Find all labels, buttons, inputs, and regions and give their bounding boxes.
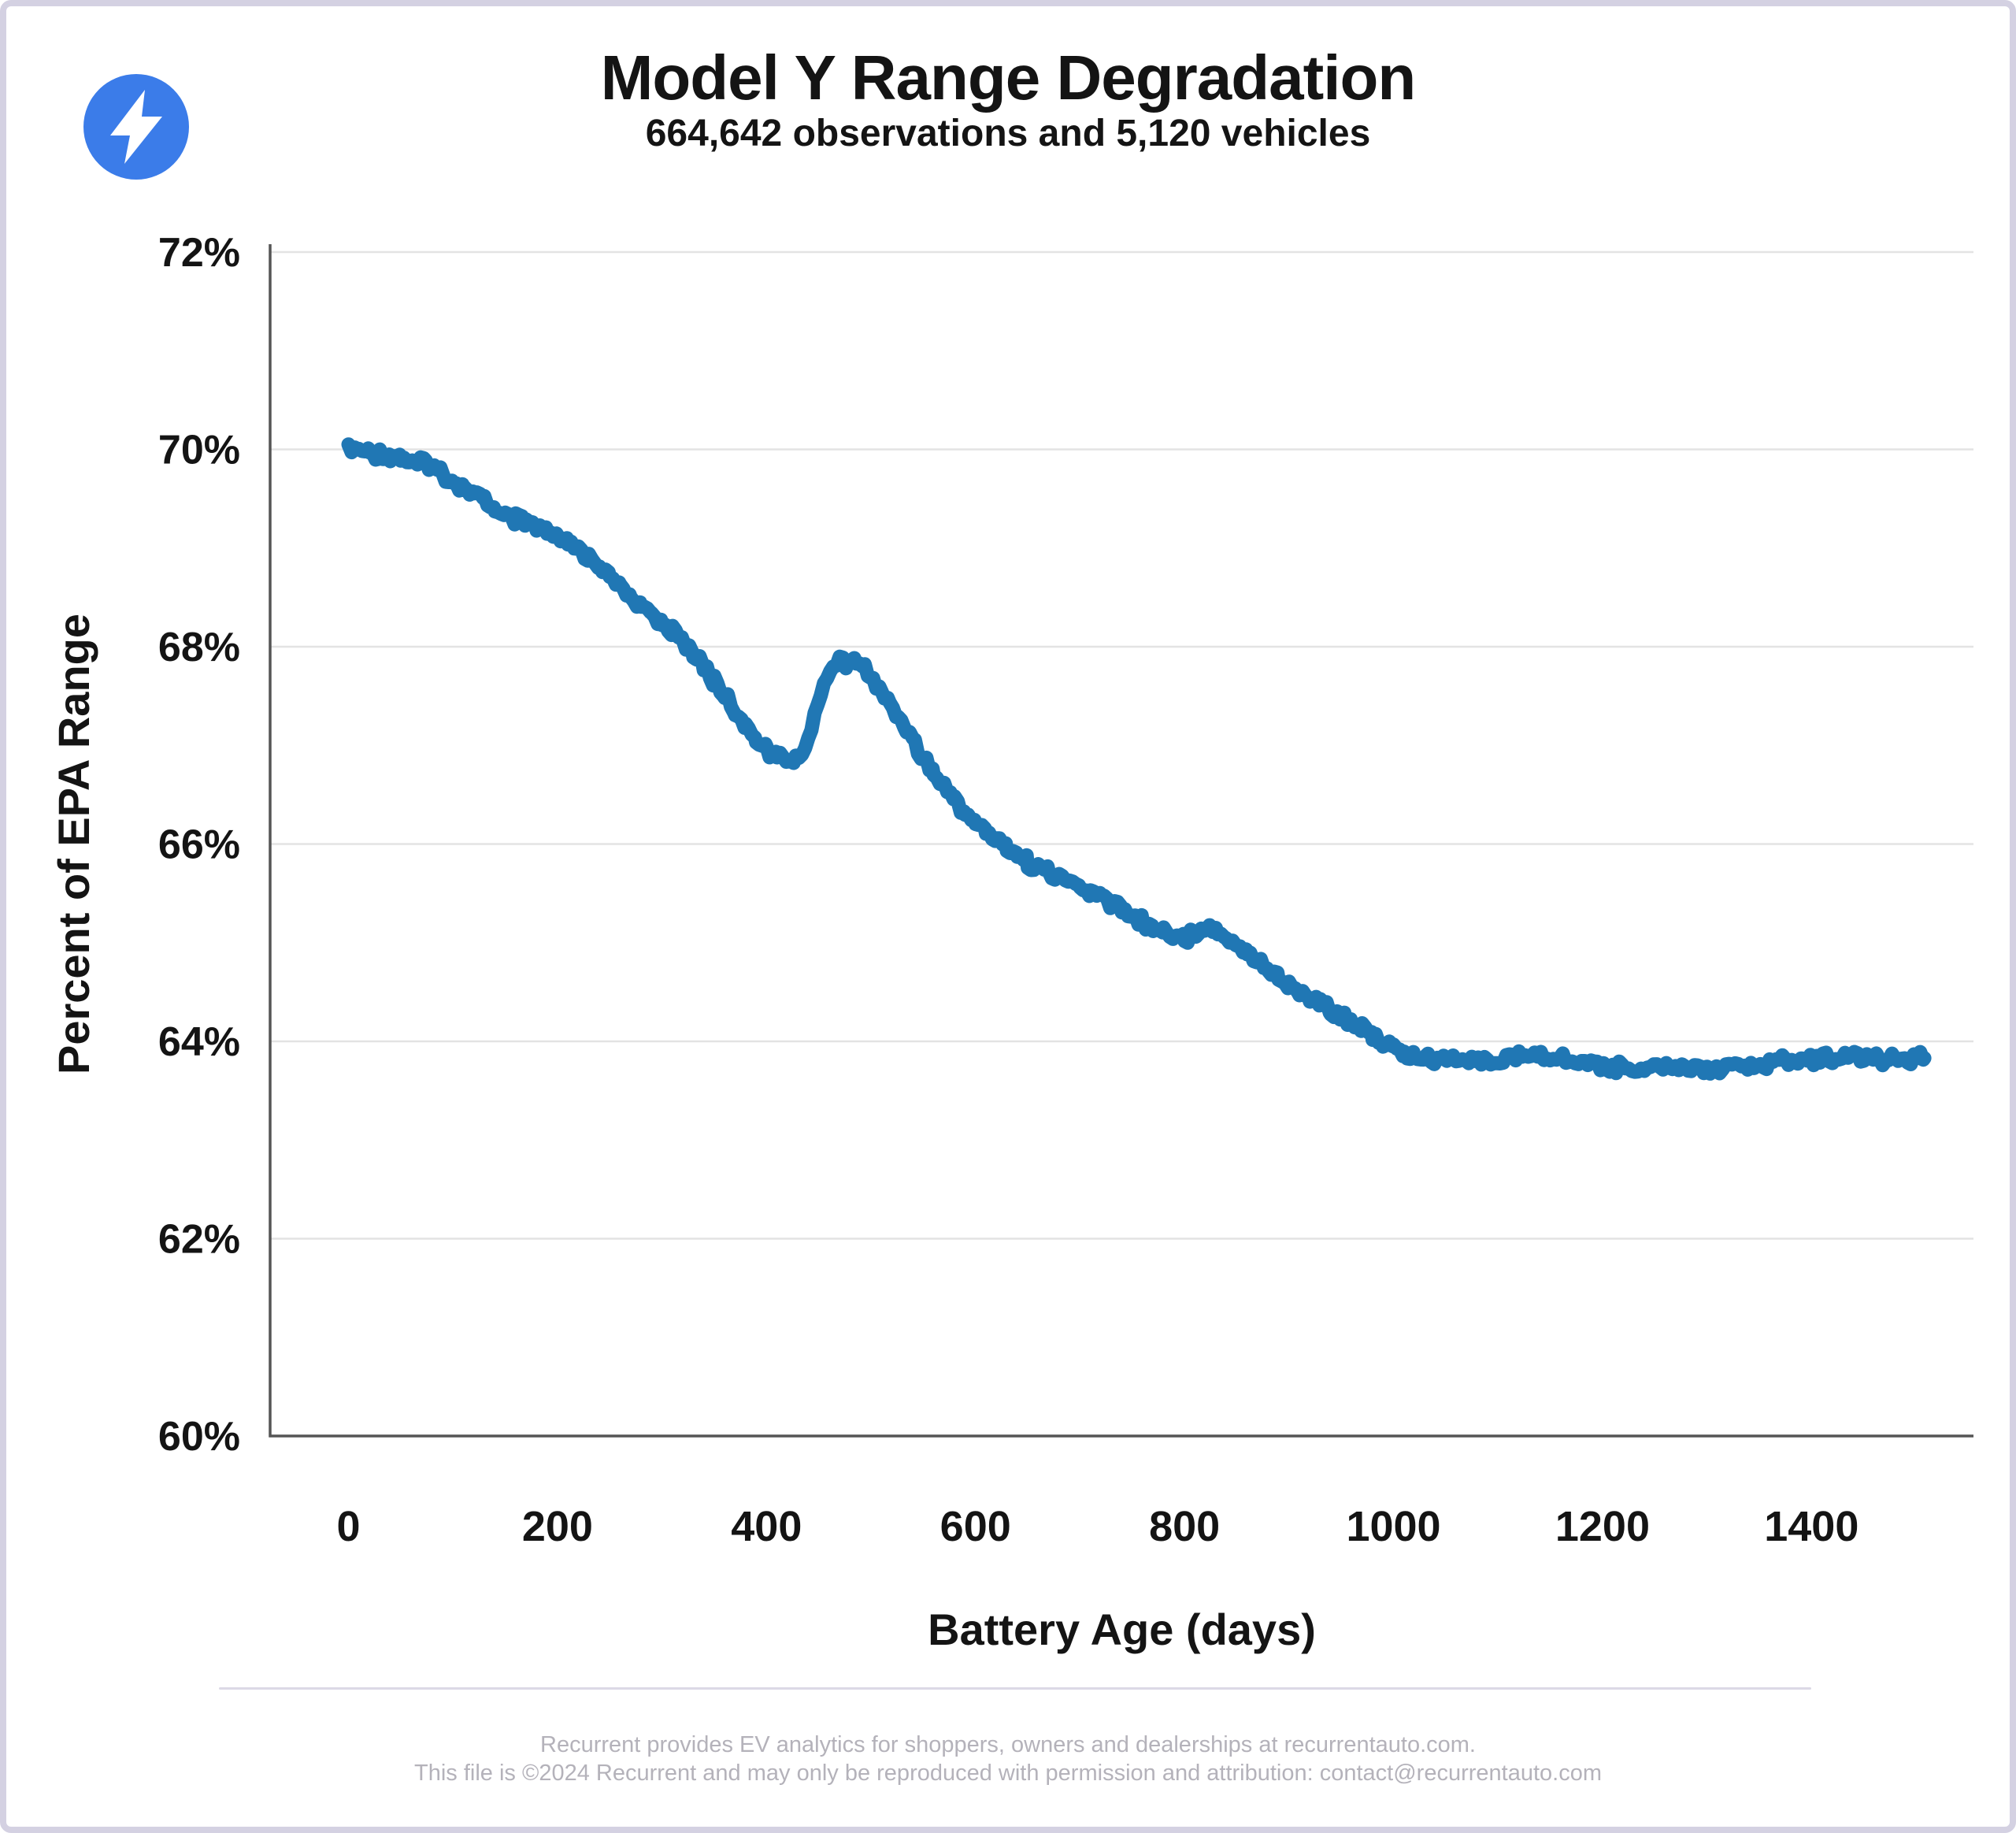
range-degradation-chart: 72% 70% 68% 66% 64% 62% 60% 0 200 400 600 800 1000 12… — [49, 230, 1973, 1654]
x-tick-label: 800 — [1149, 1503, 1220, 1550]
y-tick-label: 62% — [158, 1217, 240, 1263]
y-tick-label: 70% — [158, 428, 240, 473]
lightning-bolt-icon — [83, 74, 189, 180]
x-tick-label: 0 — [337, 1503, 361, 1550]
x-tick-label: 1200 — [1555, 1503, 1650, 1550]
page-subtitle: 664,642 observations and 5,120 vehicles — [645, 113, 1371, 154]
page-title: Model Y Range Degradation — [600, 43, 1416, 113]
footer-divider — [219, 1687, 1811, 1690]
x-tick-label: 400 — [731, 1503, 802, 1550]
title-block: Model Y Range Degradation 664,642 observ… — [6, 44, 2010, 156]
y-axis-title: Percent of EPA Range — [49, 614, 98, 1074]
y-tick-label: 66% — [158, 822, 240, 868]
x-tick-label: 1400 — [1764, 1503, 1858, 1550]
y-tick-label: 60% — [158, 1414, 240, 1460]
x-tick-label: 200 — [522, 1503, 593, 1550]
range-degradation-line — [341, 437, 1932, 1081]
y-tick-label: 64% — [158, 1019, 240, 1065]
footer-line-1: Recurrent provides EV analytics for shop… — [540, 1732, 1476, 1757]
y-tick-label: 68% — [158, 625, 240, 670]
x-tick-label: 1000 — [1346, 1503, 1440, 1550]
recurrent-logo — [83, 74, 189, 180]
footer-line-2: This file is ©2024 Recurrent and may onl… — [414, 1761, 1602, 1786]
x-tick-label: 600 — [940, 1503, 1011, 1550]
x-axis-title: Battery Age (days) — [928, 1605, 1316, 1654]
y-tick-label: 72% — [158, 230, 240, 276]
